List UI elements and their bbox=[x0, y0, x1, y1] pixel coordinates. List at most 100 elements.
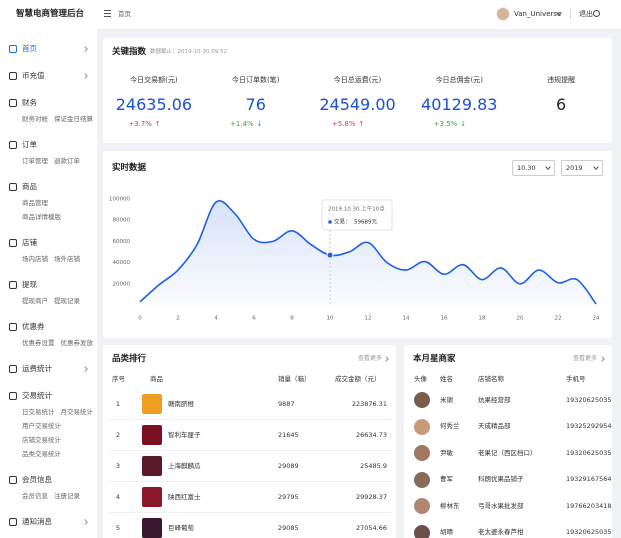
logout[interactable]: 退出 bbox=[579, 9, 593, 18]
sales-amount: 223876.31 bbox=[351, 399, 387, 408]
submenu-item[interactable]: 用户交易统计 bbox=[22, 421, 61, 430]
divider bbox=[570, 8, 571, 20]
product-name: 陕西红富士 bbox=[168, 492, 201, 501]
select-value: 10.30 bbox=[517, 163, 536, 172]
menu-item[interactable]: 交易统计 bbox=[22, 391, 52, 401]
submenu-item[interactable]: 优惠券发放 bbox=[60, 338, 94, 347]
tooltip bbox=[321, 199, 393, 231]
metric-change: +1.4% bbox=[230, 119, 254, 128]
submenu-item[interactable]: 优惠券设置 bbox=[22, 338, 55, 347]
submenu-item[interactable]: 商品详情模版 bbox=[22, 212, 61, 221]
rank-number: 1 bbox=[115, 399, 121, 408]
metric-label: 违规提醒 bbox=[547, 75, 576, 84]
product-image bbox=[142, 456, 162, 476]
submenu-item[interactable]: 日交易统计 bbox=[22, 407, 55, 416]
product-name: 上海麒麟瓜 bbox=[168, 461, 201, 470]
menu-item[interactable]: 优惠券 bbox=[22, 322, 45, 332]
sales-volume: 29085 bbox=[278, 523, 299, 532]
metric-value: 24635.06 bbox=[115, 95, 193, 114]
card-title: 关键指数 bbox=[112, 46, 147, 57]
menu-icon bbox=[9, 476, 17, 484]
rank-number: 2 bbox=[115, 430, 121, 439]
menu-item[interactable]: 首页 bbox=[22, 44, 37, 54]
submenu-item[interactable]: 店铺交易统计 bbox=[22, 435, 61, 444]
menu-item[interactable]: 通知消息 bbox=[22, 517, 52, 527]
submenu-item[interactable]: 场外店铺 bbox=[54, 254, 80, 263]
tooltip-dot bbox=[328, 220, 332, 224]
shop-name: 炕果经营部 bbox=[478, 395, 511, 404]
shop-name: 科朗优果品铺子 bbox=[478, 475, 524, 484]
row-divider bbox=[108, 481, 391, 482]
menu-item[interactable]: 订单 bbox=[22, 140, 37, 150]
merchant-avatar bbox=[414, 445, 430, 461]
product-name: 赣南脐橙 bbox=[168, 399, 194, 408]
submenu-item[interactable]: 退款订单 bbox=[54, 156, 80, 165]
menu-item[interactable]: 财务 bbox=[22, 98, 37, 108]
merchant-name: 曹军 bbox=[440, 475, 453, 484]
more-link[interactable]: 查看更多 bbox=[358, 355, 383, 362]
sales-amount: 25485.9 bbox=[360, 461, 387, 470]
metric-label: 今日总佣金(元) bbox=[435, 75, 484, 84]
submenu-item[interactable]: 商品管理 bbox=[22, 198, 48, 207]
product-name: 智利车厘子 bbox=[168, 430, 201, 439]
menu-icon bbox=[9, 518, 17, 526]
submenu-item[interactable]: 品类交易统计 bbox=[22, 449, 61, 458]
menu-icon bbox=[9, 99, 17, 107]
metric-trend: ↑ bbox=[358, 119, 365, 128]
menu-item[interactable]: 店铺 bbox=[22, 238, 37, 248]
x-tick-label: 20 bbox=[517, 316, 524, 322]
rank-number: 5 bbox=[115, 523, 121, 532]
topbar bbox=[97, 0, 621, 30]
x-tick-label: 4 bbox=[214, 316, 218, 322]
sales-amount: 26634.73 bbox=[355, 430, 387, 439]
product-image bbox=[142, 394, 162, 414]
submenu-item[interactable]: 财务对帐 bbox=[22, 114, 48, 123]
submenu-item[interactable]: 订单管理 bbox=[22, 156, 48, 165]
merchant-name: 胡晴 bbox=[440, 528, 453, 537]
sales-amount: 29928.37 bbox=[355, 492, 387, 501]
column-header: 头像 bbox=[414, 374, 427, 383]
submenu-item[interactable]: 提现商户 bbox=[22, 296, 48, 305]
x-tick-label: 8 bbox=[290, 316, 294, 322]
menu-icon bbox=[9, 281, 17, 289]
menu-item[interactable]: 会员信息 bbox=[22, 475, 52, 485]
select-value: 2019 bbox=[566, 163, 583, 172]
submenu-item[interactable]: 保证金日结算 bbox=[54, 114, 93, 123]
phone: 19325292954 bbox=[566, 422, 612, 431]
submenu-item[interactable]: 注册记录 bbox=[54, 491, 80, 500]
x-tick-label: 10 bbox=[327, 316, 334, 322]
menu-item[interactable]: 币充值 bbox=[22, 71, 45, 81]
submenu-item[interactable]: 月交易统计 bbox=[60, 407, 94, 416]
submenu-item[interactable]: 提现记录 bbox=[54, 296, 80, 305]
sales-volume: 29795 bbox=[278, 492, 299, 501]
menu-item[interactable]: 商品 bbox=[22, 182, 37, 192]
product-image bbox=[142, 487, 162, 507]
phone: 19320625035 bbox=[566, 528, 612, 537]
product-image bbox=[142, 518, 162, 538]
submenu-item[interactable]: 会员信息 bbox=[22, 491, 48, 500]
select[interactable] bbox=[512, 160, 555, 176]
metric-value: 40129.83 bbox=[421, 95, 498, 114]
shop-name: 老果记（西区档口） bbox=[478, 448, 537, 457]
y-tick-label: 100000 bbox=[109, 197, 130, 203]
merchant-name: 何秀兰 bbox=[440, 422, 460, 431]
point bbox=[326, 251, 334, 259]
metric-trend: ↓ bbox=[256, 119, 263, 128]
column-header: 商品 bbox=[150, 374, 163, 383]
rank-number: 3 bbox=[115, 461, 121, 470]
menu-icon bbox=[9, 365, 17, 373]
product-image bbox=[142, 425, 162, 445]
sales-volume: 9887 bbox=[278, 399, 295, 408]
x-tick-label: 6 bbox=[252, 316, 256, 322]
user-name[interactable]: Van_Universe bbox=[514, 9, 562, 18]
column-header: 姓名 bbox=[440, 374, 453, 383]
metric-trend: ↑ bbox=[154, 119, 161, 128]
select[interactable] bbox=[561, 160, 603, 176]
more-link[interactable]: 查看更多 bbox=[573, 355, 598, 362]
card-title: 实时数据 bbox=[112, 162, 147, 173]
menu-item[interactable]: 提现 bbox=[22, 280, 37, 290]
menu-item[interactable]: 运费统计 bbox=[22, 364, 52, 374]
submenu-item[interactable]: 场内店铺 bbox=[22, 254, 48, 263]
column-header: 成交金额（元） bbox=[335, 374, 381, 383]
